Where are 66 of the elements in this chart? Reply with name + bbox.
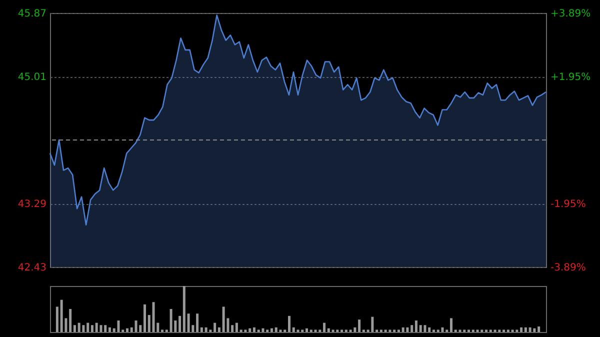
bar <box>187 314 190 332</box>
bar <box>354 327 356 332</box>
bar <box>69 309 72 332</box>
bar <box>406 327 409 332</box>
bar <box>108 327 111 332</box>
y2-tick-label: -3.89% <box>550 262 586 274</box>
bar <box>218 327 220 332</box>
y2-tick-label: +1.95% <box>550 72 591 83</box>
bar <box>292 327 295 332</box>
bar <box>524 327 527 332</box>
bar <box>204 327 208 332</box>
y-tick-label: 45.01 <box>18 72 46 83</box>
bar <box>414 320 418 332</box>
bar <box>248 328 252 332</box>
bar <box>419 325 422 332</box>
bar <box>95 322 98 332</box>
bar <box>90 325 94 332</box>
bar <box>402 327 404 332</box>
bar <box>262 328 264 332</box>
bar <box>450 318 452 332</box>
bar <box>520 327 523 332</box>
bar <box>73 325 76 332</box>
bar <box>306 328 308 332</box>
bar <box>200 327 203 332</box>
bar <box>100 325 102 332</box>
bar <box>327 328 330 332</box>
bar <box>126 328 128 332</box>
bar <box>82 325 85 332</box>
bar <box>323 322 326 332</box>
bar <box>196 314 199 332</box>
bar <box>371 316 374 332</box>
bar <box>528 327 532 332</box>
bar <box>104 325 107 332</box>
bar <box>533 328 536 332</box>
bar <box>152 302 155 332</box>
bar <box>178 316 182 332</box>
bar <box>428 327 431 332</box>
bar <box>410 325 414 332</box>
y-tick-label: 43.29 <box>18 199 46 210</box>
bar <box>235 322 238 332</box>
bar <box>214 322 216 332</box>
bar <box>134 320 138 332</box>
bar <box>222 306 225 332</box>
bar <box>538 326 540 332</box>
bar <box>86 322 90 332</box>
y2-tick-label: +3.89% <box>550 8 591 20</box>
bar <box>56 306 58 332</box>
bar <box>288 316 290 332</box>
bar <box>117 320 120 332</box>
bar <box>358 320 361 332</box>
y2-tick-label: -1.95% <box>550 199 586 210</box>
bar <box>130 327 133 332</box>
bar <box>144 304 146 332</box>
bar <box>170 309 172 332</box>
bar <box>274 327 278 332</box>
bar <box>252 327 256 332</box>
bar <box>270 328 273 332</box>
y-tick-label: 42.43 <box>18 262 46 274</box>
y-tick-label: 45.87 <box>18 8 46 20</box>
bar <box>182 286 186 332</box>
bar <box>424 325 426 332</box>
bar <box>78 322 80 332</box>
bar <box>441 327 444 332</box>
bar <box>148 314 150 332</box>
bar <box>60 300 63 332</box>
bar <box>231 325 234 332</box>
